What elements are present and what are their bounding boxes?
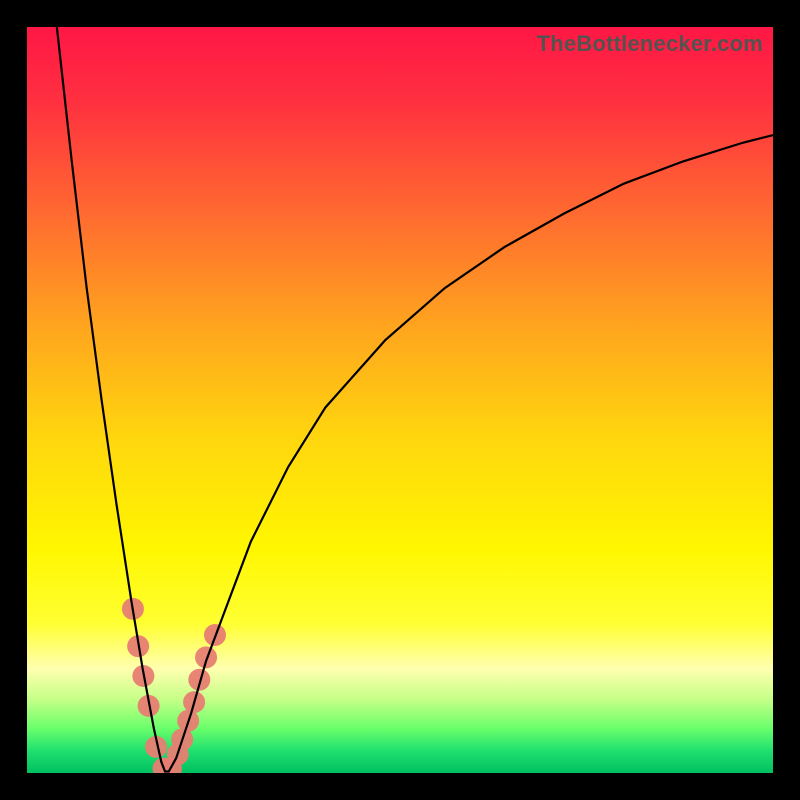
bottleneck-curve [57, 27, 773, 772]
plot-area: TheBottlenecker.com [27, 27, 773, 773]
figure-outer: TheBottlenecker.com [0, 0, 800, 800]
chart-svg [27, 27, 773, 773]
markers-group [122, 598, 226, 773]
